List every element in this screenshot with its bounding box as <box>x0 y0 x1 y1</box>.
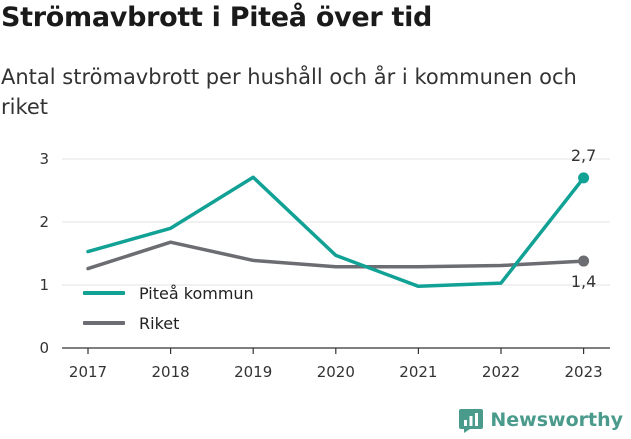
y-tick-label: 1 <box>39 276 49 294</box>
end-point-riket <box>578 255 590 267</box>
chart-subtitle: Antal strömavbrott per hushåll och år i … <box>1 65 577 119</box>
legend-item-pitea: Piteå kommun <box>83 278 254 308</box>
legend-swatch-pitea <box>83 291 125 295</box>
y-axis-ticks: 0 1 2 3 <box>39 150 49 357</box>
gridlines <box>62 158 610 286</box>
data-label-riket: 1,4 <box>571 272 596 291</box>
legend: Piteå kommun Riket <box>83 278 254 338</box>
x-tick-label: 2023 <box>565 363 603 381</box>
data-labels: 1,4 2,7 <box>571 146 596 291</box>
x-tick-label: 2018 <box>152 363 190 381</box>
logo-text: Newsworthy <box>490 409 623 431</box>
x-tick-label: 2017 <box>69 363 107 381</box>
x-tick-label: 2019 <box>234 363 272 381</box>
series-line-riket <box>86 240 586 271</box>
legend-item-riket: Riket <box>83 308 254 338</box>
y-tick-label: 3 <box>39 150 49 168</box>
x-tick-label: 2022 <box>482 363 520 381</box>
legend-label-riket: Riket <box>139 313 180 333</box>
y-tick-label: 2 <box>39 213 49 231</box>
x-axis: 2017 2018 2019 2020 2021 2022 2023 <box>62 347 610 381</box>
x-tick-label: 2020 <box>317 363 355 381</box>
legend-label-pitea: Piteå kommun <box>139 283 254 303</box>
y-tick-label: 0 <box>39 339 49 357</box>
series-lines <box>86 172 590 289</box>
newsworthy-logo-icon <box>459 409 484 433</box>
data-label-pitea: 2,7 <box>571 146 596 165</box>
chart-title: Strömavbrott i Piteå över tid <box>1 2 433 33</box>
x-tick-label: 2021 <box>399 363 437 381</box>
series-line-pitea <box>86 175 586 289</box>
newsworthy-logo: Newsworthy <box>458 407 623 433</box>
end-point-pitea <box>578 172 590 184</box>
legend-swatch-riket <box>83 321 125 325</box>
